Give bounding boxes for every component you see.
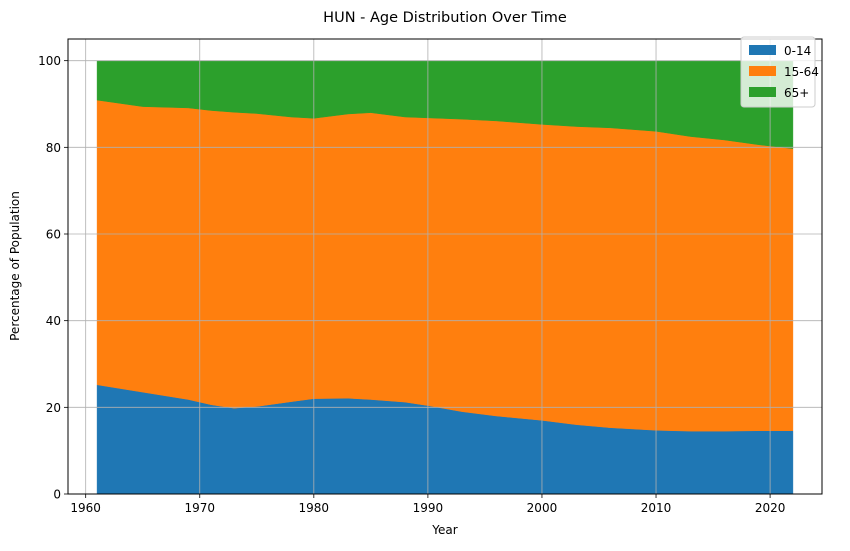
legend-label-65+: 65+: [784, 86, 809, 100]
x-axis-ticks: 1960 1970 1980 1990 2000 2010 2020: [70, 494, 785, 515]
x-tick-label-2010: 2010: [641, 501, 672, 515]
x-tick-label-2020: 2020: [755, 501, 786, 515]
x-tick-label-1960: 1960: [70, 501, 101, 515]
y-tick-label-20: 20: [46, 401, 61, 415]
y-tick-label-80: 80: [46, 141, 61, 155]
legend: 0-14 15-64 65+: [740, 36, 819, 108]
legend-swatch-65+: [749, 87, 776, 97]
y-axis-ticks: 0 20 40 60 80 100: [38, 54, 68, 502]
grid-lines: [68, 39, 822, 495]
y-tick-label-60: 60: [46, 228, 61, 242]
legend-swatch-15-64: [749, 66, 776, 76]
legend-label-0-14: 0-14: [784, 44, 811, 58]
y-tick-label-100: 100: [38, 54, 61, 68]
legend-swatch-0-14: [749, 45, 776, 55]
y-axis-label: Percentage of Population: [8, 191, 22, 341]
legend-label-15-64: 15-64: [784, 65, 819, 79]
area-series-15-64: [96, 99, 794, 432]
plot-frame: [67, 38, 823, 495]
chart-title: HUN - Age Distribution Over Time: [323, 10, 567, 26]
plot-areas: [96, 60, 794, 495]
x-tick-label-2000: 2000: [527, 501, 558, 515]
x-tick-label-1980: 1980: [299, 501, 330, 515]
x-tick-label-1970: 1970: [184, 501, 215, 515]
x-axis-label: Year: [431, 523, 457, 537]
x-tick-label-1990: 1990: [413, 501, 444, 515]
y-tick-label-40: 40: [46, 314, 61, 328]
y-tick-label-0: 0: [53, 488, 61, 502]
